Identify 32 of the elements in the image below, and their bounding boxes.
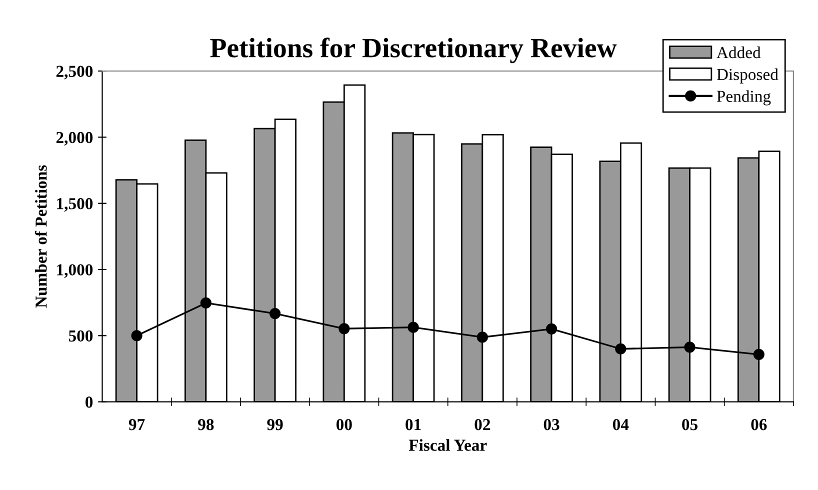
y-tick-label: 500	[68, 330, 93, 342]
legend-label: Pending	[716, 90, 771, 106]
y-tick-label: 2,000	[56, 132, 93, 146]
point	[546, 323, 558, 334]
point	[131, 330, 142, 342]
x-tick-label: 02	[474, 418, 490, 430]
y-tick-label: 2,500	[56, 66, 93, 80]
point	[753, 348, 764, 360]
point	[338, 323, 350, 334]
legend-label: Added	[716, 46, 761, 58]
x-tick-label: 06	[751, 418, 767, 430]
x-tick-label: 97	[128, 418, 145, 430]
x-tick-label: 03	[544, 418, 560, 430]
legend-label: Disposed	[716, 68, 778, 84]
point	[684, 342, 696, 353]
x-tick-label: 99	[267, 418, 283, 430]
chart-title: Petitions for Discretionary Review	[210, 38, 617, 64]
x-tick-label: 05	[682, 418, 698, 430]
point	[615, 343, 626, 354]
x-tick-label: 01	[406, 418, 421, 430]
x-tick-label: 00	[336, 418, 352, 430]
point	[200, 297, 212, 309]
point	[408, 322, 419, 333]
x-tick-label: 98	[198, 418, 214, 430]
y-tick-label: 0	[86, 396, 93, 408]
y-axis-title: Number of Petitions	[34, 165, 47, 308]
x-axis-title: Fiscal Year	[408, 439, 487, 451]
y-tick-label: 1,500	[57, 198, 93, 212]
y-tick-label: 1,000	[57, 264, 93, 278]
x-tick-label: 04	[612, 418, 629, 430]
point	[476, 332, 488, 343]
point	[269, 308, 281, 320]
